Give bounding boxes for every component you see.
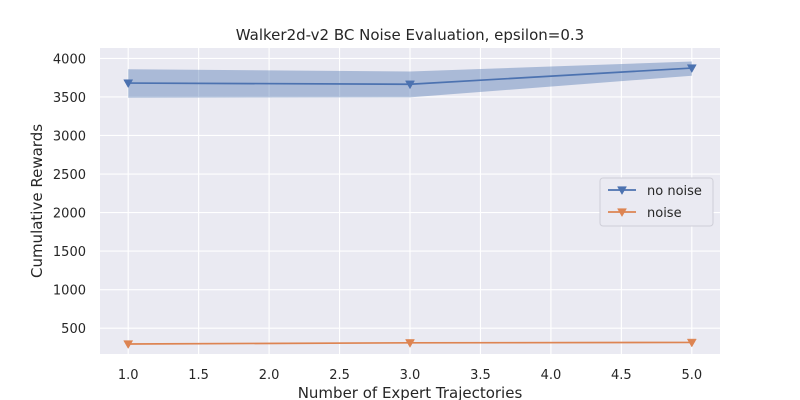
y-tick-label: 1500 bbox=[53, 245, 86, 260]
x-ticks: 1.0 1.5 2.0 2.5 3.0 3.5 4.0 4.5 5.0 bbox=[118, 368, 702, 383]
chart-title: Walker2d-v2 BC Noise Evaluation, epsilon… bbox=[236, 26, 584, 44]
x-tick-label: 1.5 bbox=[188, 368, 209, 383]
x-tick-label: 2.5 bbox=[329, 368, 350, 383]
noise-point bbox=[686, 338, 697, 348]
y-tick-label: 1000 bbox=[53, 284, 86, 299]
noise-point bbox=[405, 339, 415, 348]
x-tick-label: 2.0 bbox=[259, 368, 280, 383]
legend-label-noise: noise bbox=[647, 206, 682, 221]
y-tick-label: 3000 bbox=[53, 129, 86, 144]
y-tick-label: 2500 bbox=[53, 168, 86, 183]
y-axis-label: Cumulative Rewards bbox=[28, 124, 46, 278]
y-tick-label: 3500 bbox=[53, 91, 86, 106]
series-layer bbox=[123, 61, 697, 349]
x-tick-label: 3.5 bbox=[470, 368, 491, 383]
x-axis-label: Number of Expert Trajectories bbox=[298, 384, 523, 400]
grid bbox=[100, 48, 720, 354]
x-tick-label: 4.5 bbox=[611, 368, 632, 383]
no-noise-point bbox=[686, 64, 697, 74]
x-tick-label: 1.0 bbox=[118, 368, 139, 383]
legend: no noise noise bbox=[599, 177, 714, 227]
x-tick-label: 4.0 bbox=[541, 368, 562, 383]
y-ticks: 500 1000 1500 2000 2500 3000 3500 4000 bbox=[53, 52, 86, 337]
noise-point bbox=[123, 340, 134, 349]
y-tick-label: 4000 bbox=[53, 52, 86, 67]
legend-marker-no-noise bbox=[617, 186, 627, 196]
y-tick-label: 2000 bbox=[53, 207, 86, 222]
y-tick-label: 500 bbox=[61, 322, 86, 337]
legend-marker-noise bbox=[617, 208, 627, 218]
no-noise-point bbox=[123, 79, 134, 89]
no-noise-confidence-band bbox=[128, 61, 692, 98]
no-noise-point bbox=[405, 80, 415, 90]
x-tick-label: 5.0 bbox=[681, 368, 702, 383]
x-tick-label: 3.0 bbox=[400, 368, 421, 383]
legend-label-no-noise: no noise bbox=[647, 184, 702, 199]
